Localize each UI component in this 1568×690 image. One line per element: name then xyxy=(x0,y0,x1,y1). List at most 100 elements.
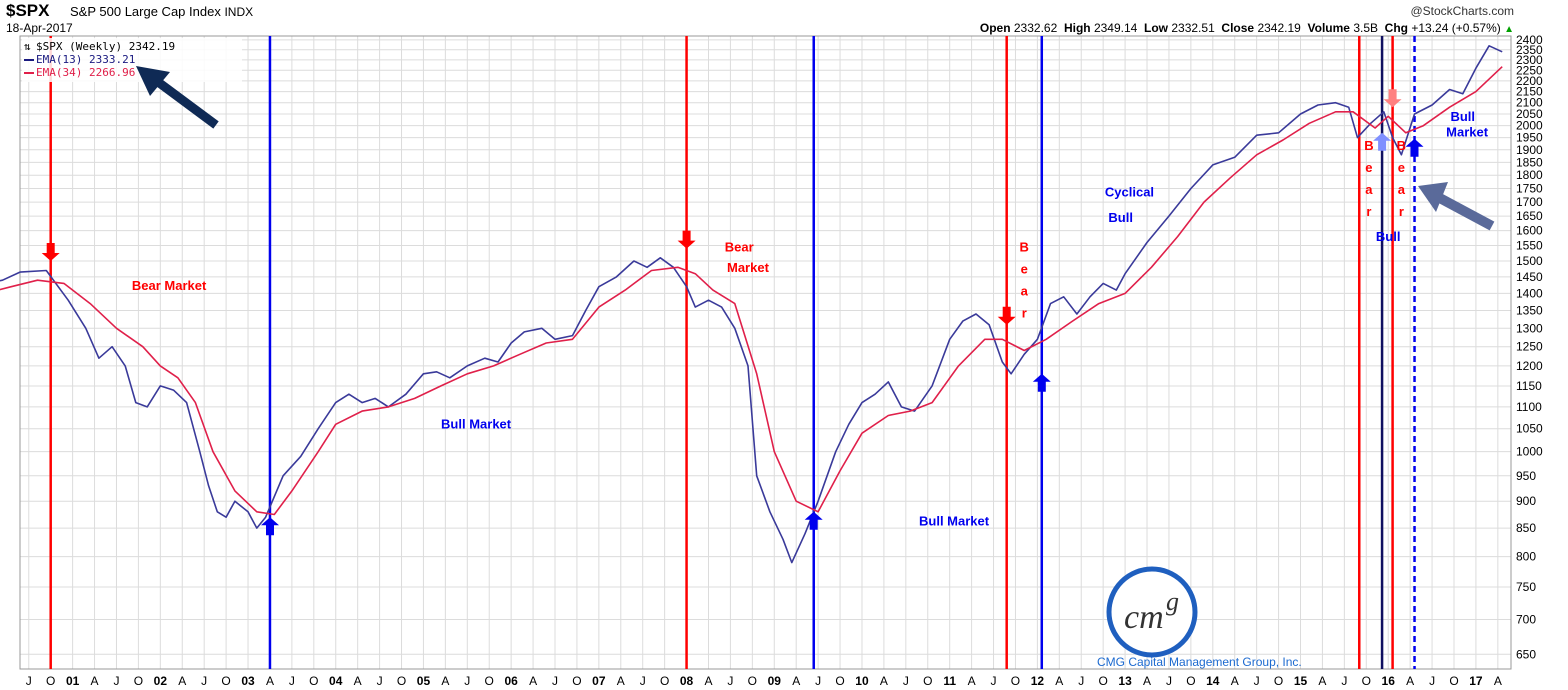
x-tick-month: J xyxy=(1341,674,1347,688)
y-tick-label: 1000 xyxy=(1516,445,1543,459)
close-value: 2342.19 xyxy=(1257,21,1301,35)
x-tick-month: J xyxy=(903,674,909,688)
chart-description: S&P 500 Large Cap Index INDX xyxy=(70,4,253,19)
x-tick-month: A xyxy=(1055,674,1063,688)
annotation-label: Bull Market xyxy=(919,513,990,528)
x-tick-month: O xyxy=(221,674,230,688)
volume-label: Volume xyxy=(1307,21,1350,35)
x-tick-month: O xyxy=(660,674,669,688)
x-tick-year: 09 xyxy=(768,674,782,688)
x-tick-month: J xyxy=(815,674,821,688)
bull-market-arrow-icon xyxy=(1418,182,1495,231)
x-tick-month: J xyxy=(201,674,207,688)
x-tick-year: 10 xyxy=(855,674,869,688)
y-tick-label: 1450 xyxy=(1516,270,1543,284)
y-tick-label: 1800 xyxy=(1516,168,1543,182)
chart-symbol: $SPX xyxy=(6,1,50,20)
y-tick-label: 1200 xyxy=(1516,359,1543,373)
x-tick-month: O xyxy=(46,674,55,688)
x-tick-month: A xyxy=(1318,674,1326,688)
x-tick-month: A xyxy=(441,674,449,688)
plot-frame xyxy=(19,35,1512,670)
x-tick-month: O xyxy=(1186,674,1195,688)
x-tick-month: A xyxy=(617,674,625,688)
watermark: cm g CMG Capital Management Group, Inc. xyxy=(1097,566,1302,669)
bull-arrow-icon xyxy=(1032,373,1051,392)
x-tick-month: J xyxy=(991,674,997,688)
x-tick-year: 12 xyxy=(1031,674,1045,688)
y-tick-label: 2100 xyxy=(1516,96,1543,110)
x-tick-month: O xyxy=(397,674,406,688)
y-tick-label: 1300 xyxy=(1516,321,1543,335)
y-tick-label: 2250 xyxy=(1516,63,1543,77)
bear-arrow-icon xyxy=(41,243,60,261)
y-tick-label: 2200 xyxy=(1516,74,1543,88)
x-tick-month: J xyxy=(377,674,383,688)
bull-arrow-icon xyxy=(261,517,279,536)
x-tick-year: 01 xyxy=(66,674,80,688)
annotation-label: Bull xyxy=(1450,109,1475,124)
bear-arrow-icon xyxy=(677,230,696,249)
y-tick-label: 1150 xyxy=(1516,379,1542,393)
x-tick-month: A xyxy=(529,674,537,688)
up-triangle-icon: ▲ xyxy=(1504,24,1514,35)
high-label: High xyxy=(1063,21,1091,35)
x-tick-year: 13 xyxy=(1118,674,1132,688)
y-tick-label: 1400 xyxy=(1516,286,1543,300)
x-tick-month: O xyxy=(1449,674,1458,688)
x-tick-month: A xyxy=(1406,674,1414,688)
x-tick-year: 14 xyxy=(1206,674,1220,688)
x-tick-month: A xyxy=(354,674,362,688)
x-tick-month: J xyxy=(289,674,295,688)
grid-lines xyxy=(20,36,1511,669)
y-tick-label: 1700 xyxy=(1516,195,1543,209)
annotation-label: Bull xyxy=(1108,210,1133,225)
ohlc-bar: Open 2332.62 High 2349.14 Low 2332.51 Cl… xyxy=(980,21,1514,35)
y-tick-label: 1950 xyxy=(1516,131,1543,145)
x-tick-year: 16 xyxy=(1382,674,1396,688)
x-tick-year: 04 xyxy=(329,674,343,688)
x-tick-month: O xyxy=(1098,674,1107,688)
y-tick-label: 1650 xyxy=(1516,209,1543,223)
x-tick-month: O xyxy=(485,674,494,688)
y-axis: 650 700 750 800 850 900 950 1000 1050 1100 1150 120… xyxy=(1516,33,1543,661)
x-tick-year: 06 xyxy=(504,674,518,688)
legend-ema34: EMA(34) 2266.96 xyxy=(36,66,135,79)
legend: ⇅ $SPX (Weekly) 2342.19 EMA(13) 2333.21 … xyxy=(22,38,242,82)
y-tick-label: 650 xyxy=(1516,647,1536,661)
x-tick-month: A xyxy=(1231,674,1239,688)
low-label: Low xyxy=(1144,21,1169,35)
high-value: 2349.14 xyxy=(1093,21,1138,35)
x-tick-month: O xyxy=(748,674,757,688)
x-tick-year: 11 xyxy=(943,674,956,688)
y-tick-label: 900 xyxy=(1516,494,1536,508)
bull-arrow-icon xyxy=(804,511,823,530)
x-tick-month: O xyxy=(835,674,844,688)
annotation-label: Cyclical xyxy=(1105,185,1154,200)
pointer-arrow-icon xyxy=(136,66,219,129)
x-tick-year: 03 xyxy=(241,674,255,688)
x-tick-year: 17 xyxy=(1469,674,1483,688)
y-tick-label: 1550 xyxy=(1516,239,1543,253)
x-tick-month: O xyxy=(572,674,581,688)
y-tick-label: 1600 xyxy=(1516,224,1543,238)
chart-date: 18-Apr-2017 xyxy=(6,21,73,35)
x-tick-year: 08 xyxy=(680,674,694,688)
source-label: @StockCharts.com xyxy=(1410,4,1514,18)
x-tick-month: J xyxy=(1166,674,1172,688)
annotation-label: Market xyxy=(1446,124,1489,139)
annotation-label: Bear Market xyxy=(132,278,207,293)
x-tick-year: 05 xyxy=(417,674,431,688)
y-tick-label: 1500 xyxy=(1516,254,1543,268)
x-tick-month: O xyxy=(134,674,143,688)
x-tick-month: J xyxy=(464,674,470,688)
y-tick-label: 850 xyxy=(1516,521,1536,535)
legend-main: $SPX (Weekly) 2342.19 xyxy=(36,40,175,53)
x-tick-month: A xyxy=(704,674,712,688)
bull-arrow-icon xyxy=(1373,132,1392,151)
x-tick-month: O xyxy=(1011,674,1020,688)
x-tick-month: A xyxy=(1143,674,1151,688)
